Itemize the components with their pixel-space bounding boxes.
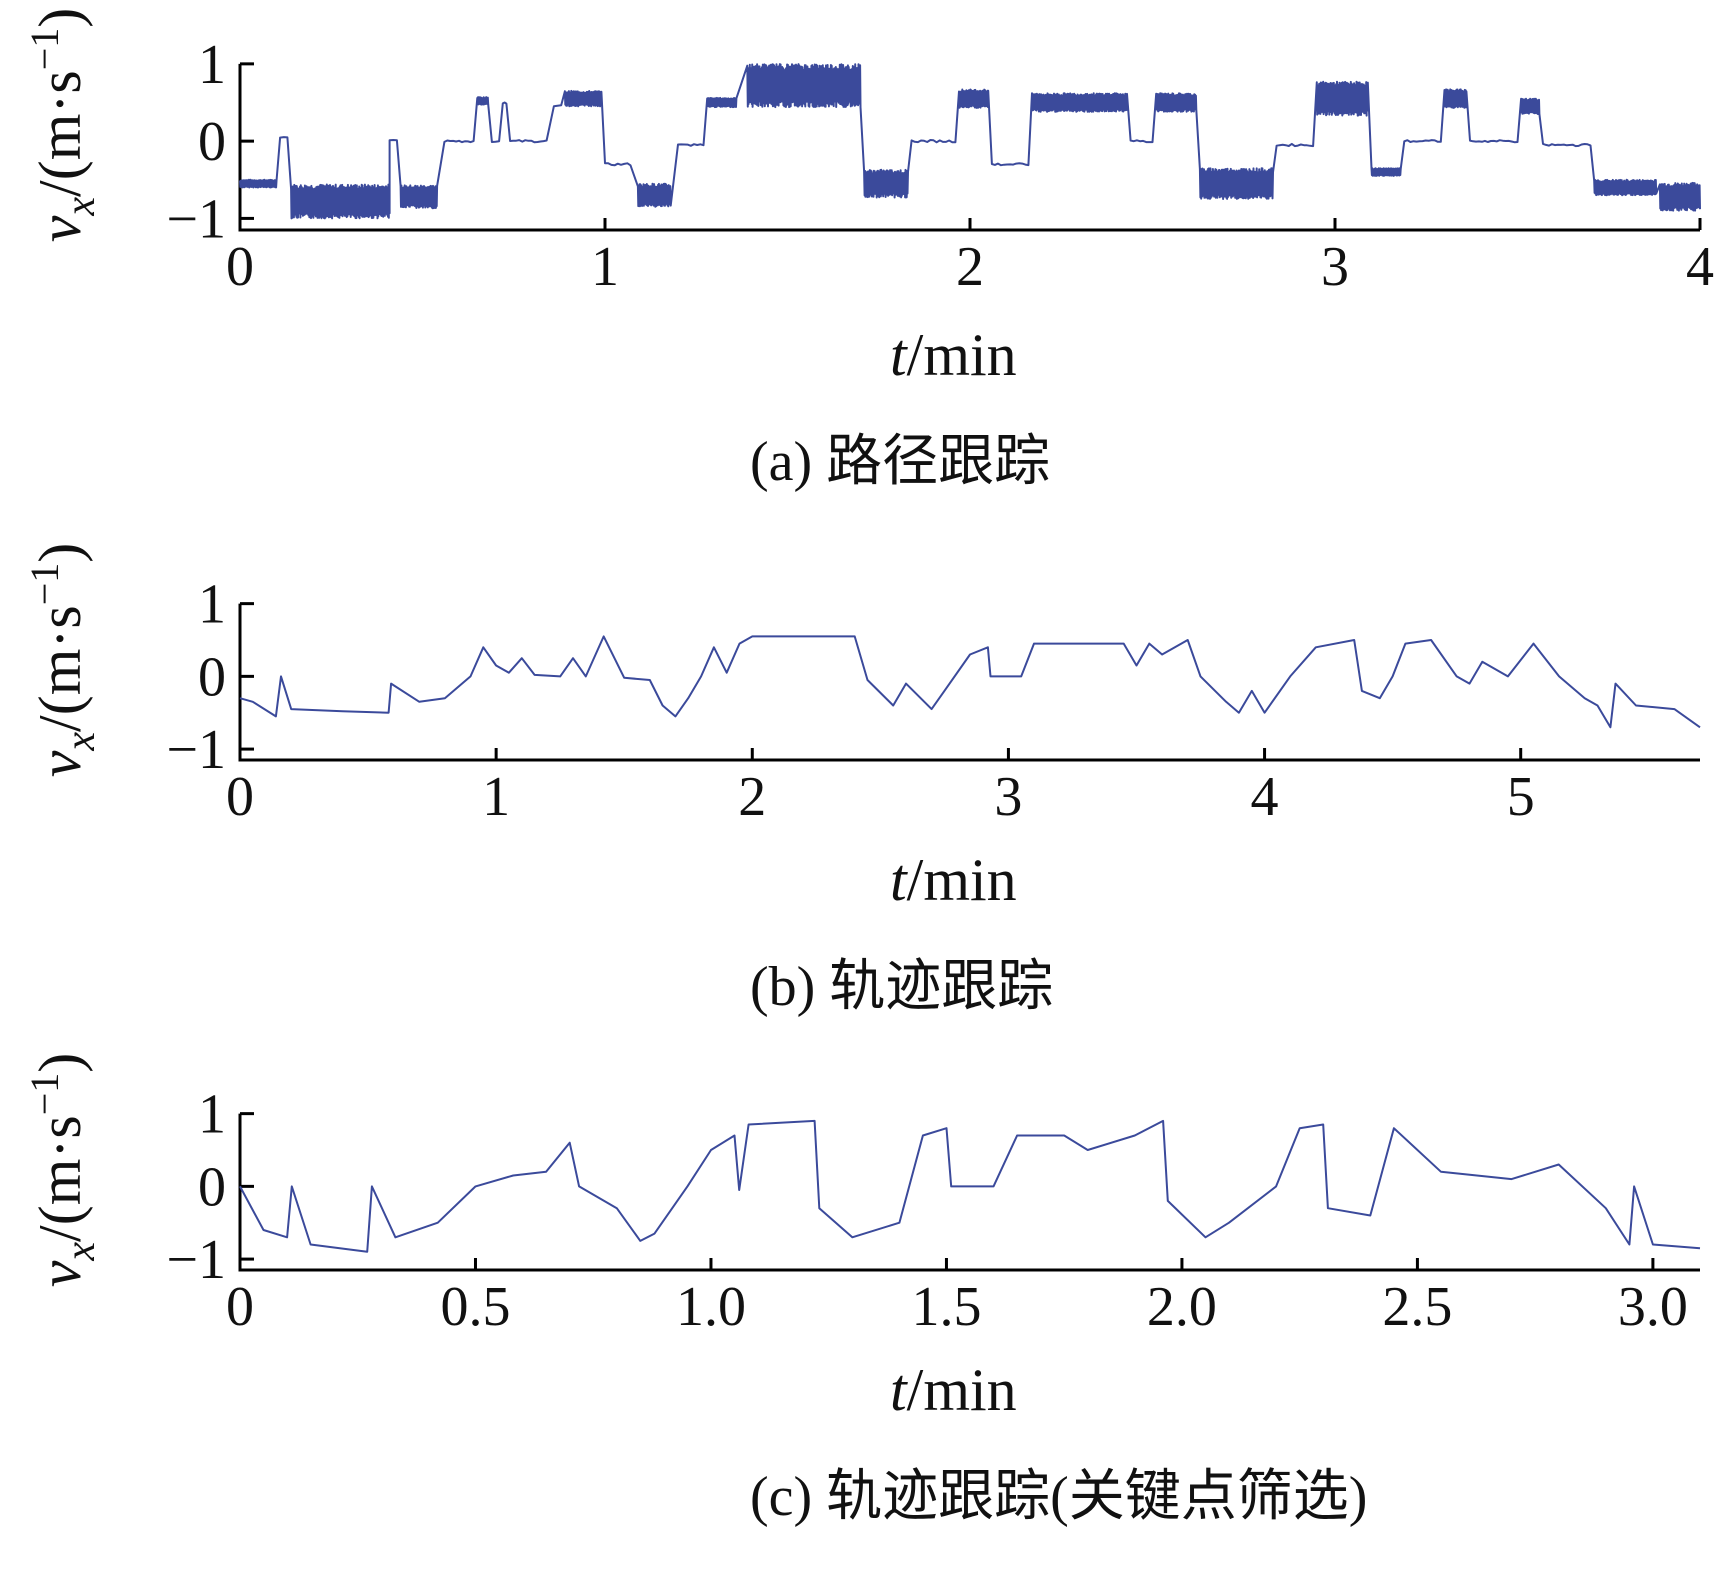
y-tick-label: 1 [198,34,226,96]
y-axis-label: vx/(m·s−1) [22,1053,104,1288]
x-tick-label: 2.5 [1382,1276,1452,1338]
series-line [239,635,1701,729]
y-tick-label: −1 [166,719,226,781]
y-tick-label: 1 [198,574,226,636]
y-tick-label: 1 [198,1084,226,1146]
y-tick-label: 0 [198,1156,226,1218]
x-tick-label: 0 [226,766,254,828]
x-tick-label: 2 [738,766,766,828]
axes-frame [238,603,1700,762]
x-tick-label: 3 [1321,236,1349,298]
x-tick-label: 0 [226,236,254,298]
x-tick-label: 1.0 [676,1276,746,1338]
x-tick-label: 4 [1251,766,1279,828]
panel-c: 10−10 0.5 1.0 1.5 2.0 2.5 3.0t/minvx/(m·s−1)(c… [22,1053,1701,1528]
x-tick-label: 1 [591,236,619,298]
x-tick-label: 1 [482,766,510,828]
x-axis-label: t/min [890,847,1017,913]
series-line [239,63,1701,220]
x-tick-label: 3.0 [1618,1276,1688,1338]
x-axis-label: t/min [890,1357,1017,1423]
y-axis-label: vx/(m·s−1) [22,543,104,778]
panel-caption: (c) 轨迹跟踪(关键点筛选) [750,1466,1367,1528]
x-tick-label: 0.5 [440,1276,510,1338]
x-tick-label: 0 [226,1276,254,1338]
y-tick-label: 0 [198,646,226,708]
x-tick-label: 4 [1686,236,1714,298]
x-axis-label: t/min [890,322,1017,388]
panel-caption: (b) 轨迹跟踪 [750,956,1053,1018]
x-tick-label: 2 [956,236,984,298]
series-line [239,1119,1701,1253]
panel-caption: (a) 路径跟踪 [750,431,1050,493]
x-tick-label: 5 [1507,766,1535,828]
x-tick-label: 1.5 [911,1276,981,1338]
axes-frame [238,1113,1700,1272]
y-axis-label: vx/(m·s−1) [22,8,104,243]
y-tick-label: −1 [166,188,226,250]
x-tick-label: 3 [994,766,1022,828]
y-tick-label: 0 [198,111,226,173]
x-tick-label: 2.0 [1147,1276,1217,1338]
y-tick-label: −1 [166,1229,226,1291]
